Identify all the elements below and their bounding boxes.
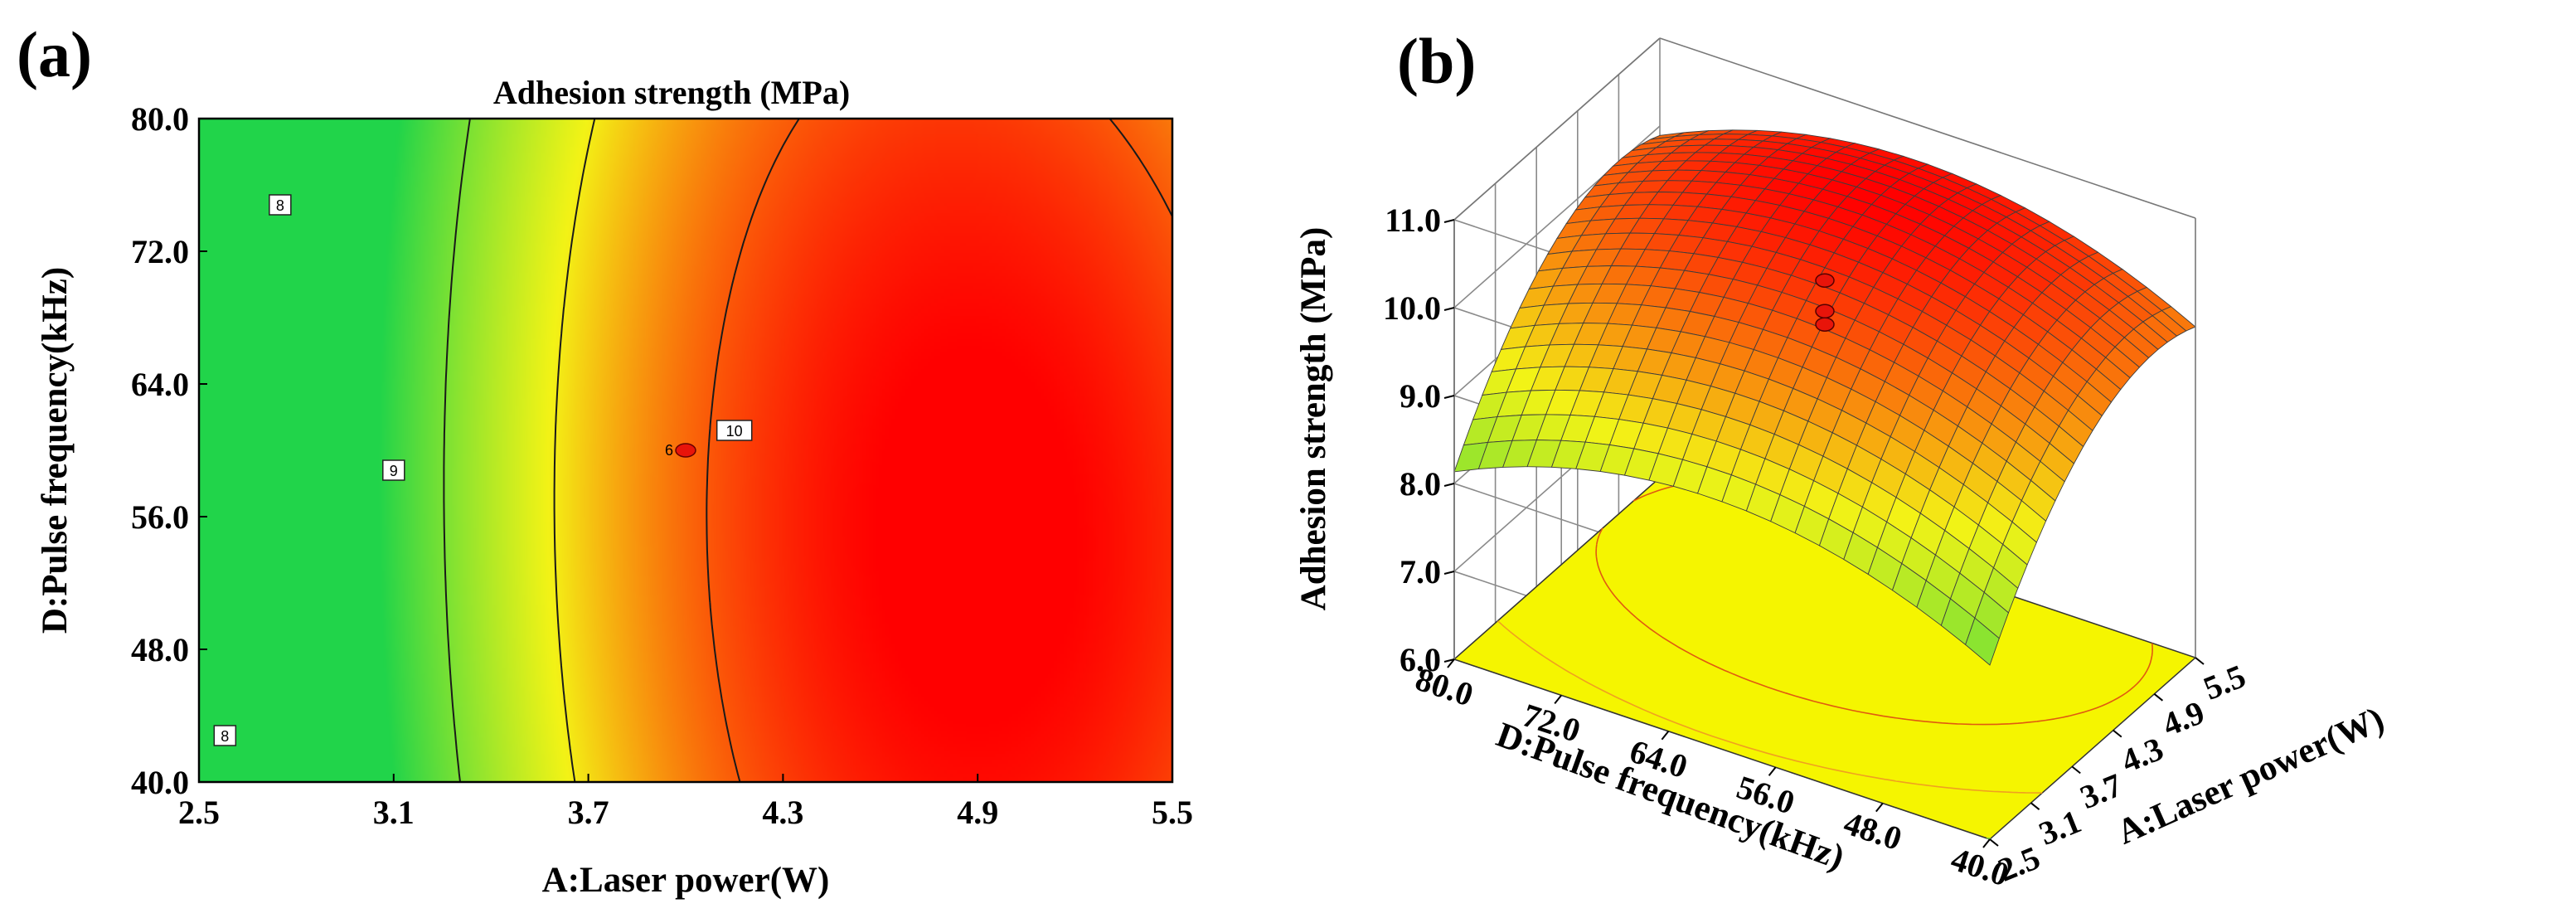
design-point bbox=[1815, 273, 1835, 288]
laser-tick-label: 5.5 bbox=[2198, 657, 2250, 707]
design-point bbox=[675, 443, 696, 458]
design-points bbox=[1815, 273, 1835, 332]
contour-label-text: 9 bbox=[390, 463, 398, 479]
x-tick-label: 3.1 bbox=[373, 794, 415, 831]
x-axis-label: A:Laser power(W) bbox=[542, 861, 830, 900]
laser-tick-mark bbox=[1989, 838, 1999, 847]
contour-label-text: 8 bbox=[221, 728, 229, 745]
plot-frame bbox=[197, 117, 1174, 784]
contour-label: 8 bbox=[213, 725, 237, 746]
laser-tick-mark bbox=[2071, 765, 2081, 775]
laser-tick-mark bbox=[2153, 693, 2164, 702]
design-point-group: 6 bbox=[665, 442, 696, 459]
x-tick-label: 2.5 bbox=[178, 794, 220, 831]
panel-label-a: (a) bbox=[17, 18, 92, 90]
laser-tick-mark bbox=[2195, 657, 2205, 665]
depth-tick-mark bbox=[1554, 694, 1562, 705]
contour-label: 9 bbox=[382, 459, 405, 481]
y-tick-label: 48.0 bbox=[131, 631, 189, 668]
contour-labels: 8 8 9 10 bbox=[213, 194, 753, 746]
y-axis-label: D:Pulse frequency(kHz) bbox=[36, 267, 75, 634]
y-tick-label: 40.0 bbox=[131, 764, 189, 801]
z-tick-label: 8.0 bbox=[1400, 465, 1441, 503]
laser-tick-mark bbox=[2113, 729, 2122, 738]
z-tick-mark bbox=[1443, 658, 1455, 663]
z-tick-label: 7.0 bbox=[1400, 553, 1441, 590]
design-point bbox=[1815, 317, 1835, 332]
depth-tick-mark bbox=[1982, 838, 1991, 848]
x-axis-ticks: 2.5 3.1 3.7 4.3 4.9 5.5 bbox=[178, 774, 1193, 831]
laser-tick-label: 4.9 bbox=[2157, 693, 2210, 743]
box-edge bbox=[1659, 37, 2196, 219]
laser-tick-label: 3.7 bbox=[2075, 766, 2127, 816]
contour-label-text: 8 bbox=[276, 197, 284, 214]
axis-box-front bbox=[1453, 37, 2196, 659]
z-tick-mark bbox=[1443, 307, 1455, 311]
laser-tick-mark bbox=[2030, 802, 2040, 810]
z-tick-label: 6.0 bbox=[1400, 641, 1441, 678]
contour-line-8 bbox=[443, 119, 471, 782]
y-tick-label: 56.0 bbox=[131, 498, 189, 536]
box-edge bbox=[1453, 37, 1661, 221]
y-tick-label: 64.0 bbox=[131, 366, 189, 403]
contour-label: 8 bbox=[269, 194, 292, 216]
laser-power-axis-label: A:Laser power(W) bbox=[2112, 700, 2390, 853]
design-point-count: 6 bbox=[665, 442, 673, 459]
laser-tick-label: 4.3 bbox=[2116, 730, 2168, 780]
contour-line-10 bbox=[706, 119, 1172, 782]
contour-plot-panel: (a) Adhesion strength (MPa) 8 8 9 10 6 2.5 3… bbox=[17, 18, 1193, 900]
surface-plot-panel: (b) 6.07.08.09.010.011.0 80.072.064.056.… bbox=[1294, 25, 2389, 893]
z-tick-mark bbox=[1443, 395, 1455, 399]
x-tick-label: 4.9 bbox=[957, 794, 998, 831]
floor-contour-line bbox=[1497, 620, 2043, 794]
surface-patch bbox=[1965, 617, 2000, 666]
response-surface bbox=[1453, 129, 2196, 666]
floor-contour-line bbox=[1595, 483, 2153, 726]
z-tick-label: 11.0 bbox=[1385, 202, 1441, 239]
depth-tick-label: 48.0 bbox=[1840, 804, 1906, 857]
contour-lines bbox=[443, 119, 1172, 782]
z-tick-label: 10.0 bbox=[1383, 289, 1441, 327]
z-tick-mark bbox=[1443, 571, 1455, 575]
depth-tick-mark bbox=[1447, 658, 1455, 668]
panel-label-b: (b) bbox=[1397, 25, 1476, 97]
depth-tick-mark bbox=[1661, 731, 1670, 741]
x-tick-label: 4.3 bbox=[762, 794, 803, 831]
z-tick-mark bbox=[1443, 483, 1455, 487]
contour-label-text: 10 bbox=[726, 423, 743, 440]
depth-tick-mark bbox=[1875, 802, 1884, 813]
design-point bbox=[1815, 304, 1835, 319]
z-tick-label: 9.0 bbox=[1400, 377, 1441, 415]
contour-label: 10 bbox=[716, 420, 753, 441]
contour-line-9 bbox=[553, 119, 596, 782]
z-axis-ticks: 6.0 7.0 8.0 9.0 10.0 11.0 bbox=[1383, 202, 1455, 678]
chart-title: Adhesion strength (MPa) bbox=[493, 74, 850, 111]
y-tick-label: 72.0 bbox=[131, 233, 189, 270]
z-tick-mark bbox=[1443, 219, 1455, 223]
y-axis-ticks: 40.0 48.0 56.0 64.0 72.0 80.0 bbox=[131, 100, 207, 801]
x-tick-label: 5.5 bbox=[1152, 794, 1193, 831]
laser-tick-label: 3.1 bbox=[2034, 802, 2086, 852]
depth-tick-label: 80.0 bbox=[1411, 660, 1477, 713]
depth-tick-mark bbox=[1768, 766, 1777, 776]
x-tick-label: 3.7 bbox=[568, 794, 609, 831]
z-axis-label: Adhesion strength (MPa) bbox=[1294, 227, 1333, 611]
y-tick-label: 80.0 bbox=[131, 100, 189, 138]
